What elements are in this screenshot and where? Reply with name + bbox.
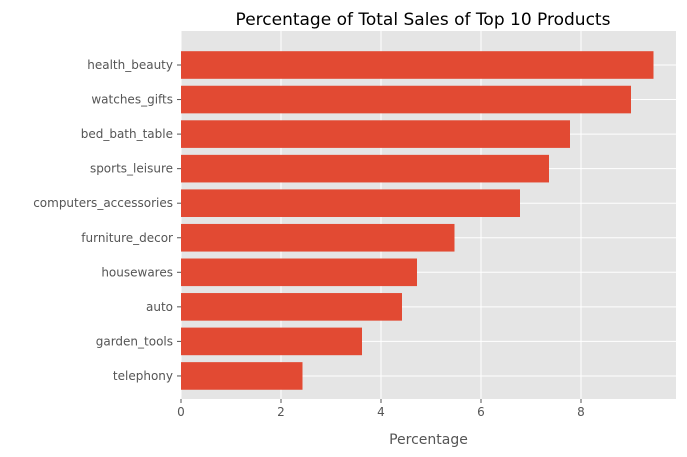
bar-bed-bath-table: [181, 120, 570, 148]
chart-title: Percentage of Total Sales of Top 10 Prod…: [236, 10, 611, 30]
y-tick-label: health_beauty: [87, 58, 173, 72]
bar-furniture-decor: [181, 223, 455, 252]
x-axis-label: Percentage: [389, 432, 468, 448]
y-tick-label: garden_tools: [96, 334, 173, 348]
bar-health-beauty: [181, 51, 654, 79]
bar-sports-leisure: [181, 154, 549, 183]
y-tick-label: sports_leisure: [90, 162, 173, 176]
y-axis: health_beauty watches_gifts bed_bath_table…: [33, 58, 181, 383]
y-tick-label: bed_bath_table: [81, 127, 173, 141]
y-tick-label: housewares: [101, 265, 173, 279]
bars: [181, 51, 654, 390]
x-tick-label: 2: [277, 405, 285, 419]
bar-telephony: [181, 362, 303, 390]
x-axis: 0 2 4 6 8: [177, 399, 585, 419]
x-tick-label: 4: [377, 405, 385, 419]
y-tick-label: auto: [146, 300, 173, 314]
y-tick-label: furniture_decor: [81, 231, 173, 245]
y-tick-label: watches_gifts: [91, 93, 173, 107]
y-tick-label: computers_accessories: [33, 196, 173, 210]
y-tick-label: telephony: [113, 369, 173, 383]
bar-computers-accessories: [181, 189, 520, 217]
x-tick-label: 8: [577, 405, 585, 419]
bar-watches-gifts: [181, 85, 631, 114]
bar-housewares: [181, 258, 417, 287]
x-tick-label: 6: [477, 405, 485, 419]
x-tick-label: 0: [177, 405, 185, 419]
bar-garden-tools: [181, 327, 362, 356]
bar-auto: [181, 293, 402, 321]
